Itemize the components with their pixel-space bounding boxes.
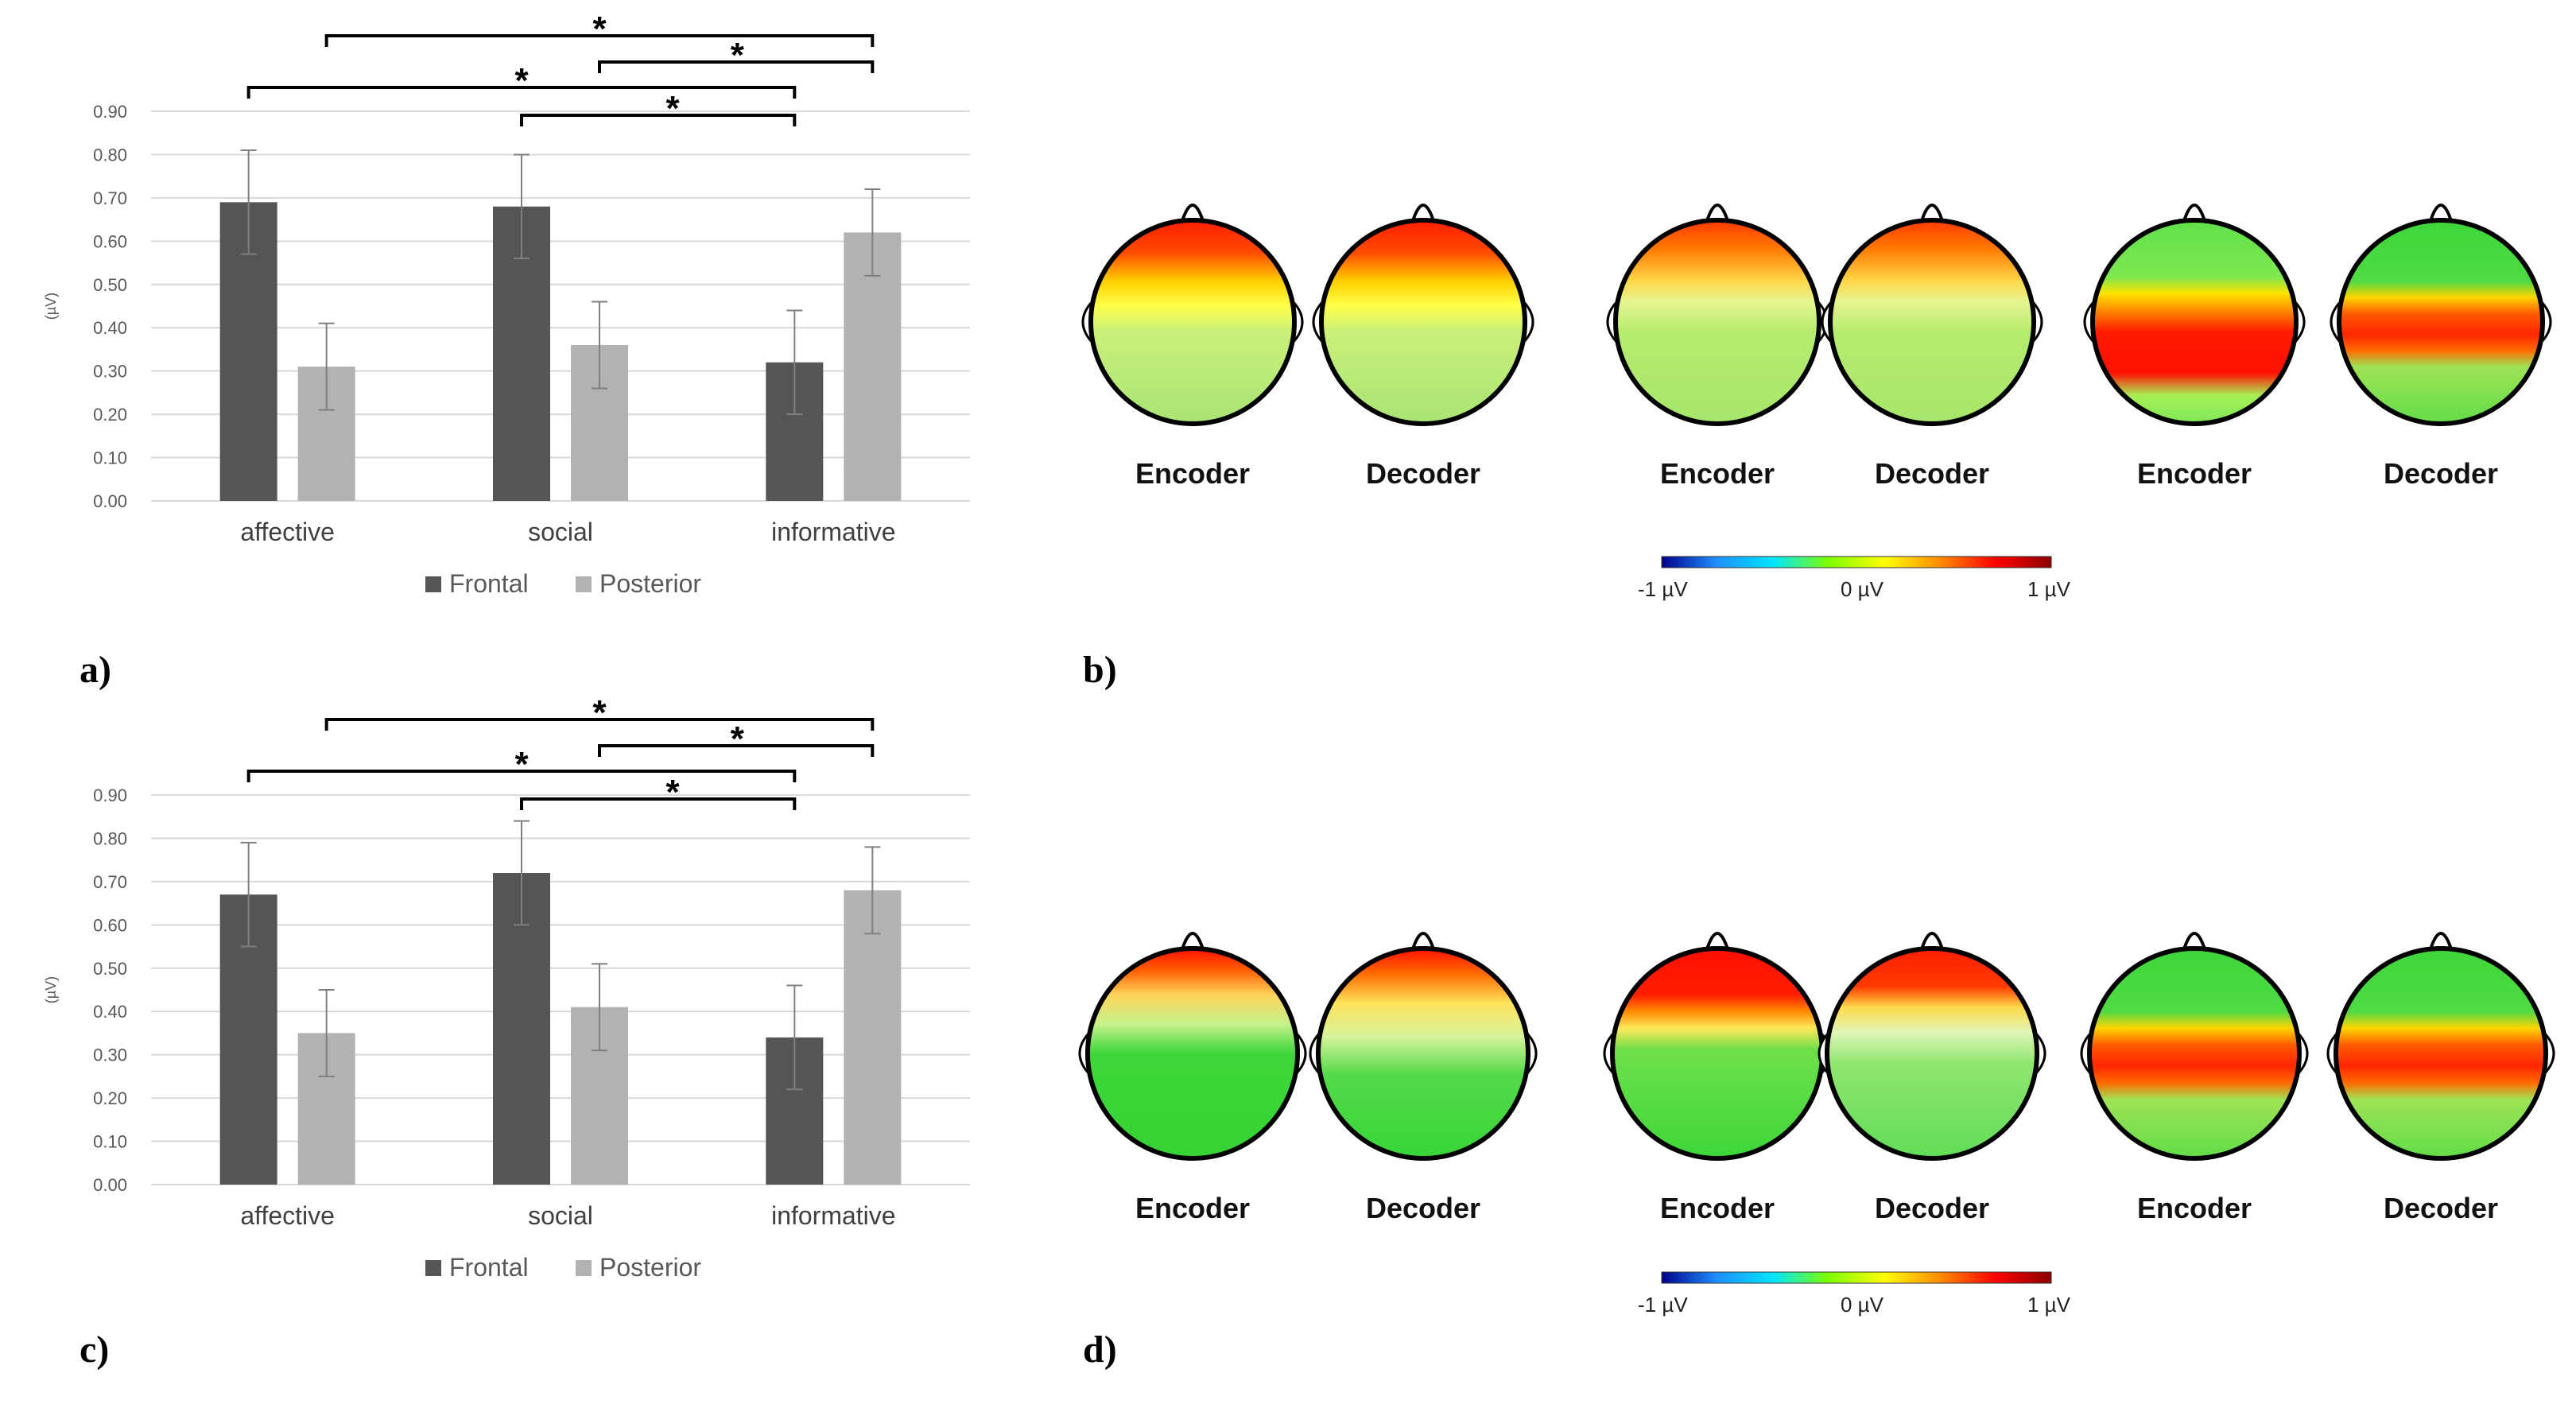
x-category-label: affective: [240, 518, 335, 546]
y-tick-label: 0.30: [93, 362, 127, 382]
bar-posterior-informative: [844, 890, 902, 1185]
y-tick-label: 0.20: [93, 405, 127, 425]
y-tick-label: 0.60: [93, 915, 127, 935]
topomap-label: Encoder: [1135, 457, 1250, 490]
bar-chart-c-svg: 0.00 0.10 0.20 0.30 0.40 0.50 0.60 0.70 0.80 0.90…: [43, 693, 970, 1282]
scalp-topomap: [2087, 946, 2302, 1161]
y-tick-label: 0.20: [93, 1088, 127, 1108]
legend-swatch-posterior: [576, 576, 592, 592]
significance-bracket: [598, 744, 875, 757]
topomap-label: Encoder: [1660, 1192, 1775, 1224]
significance-star: *: [592, 10, 607, 48]
colorbar: [1661, 556, 2052, 568]
colorbar-max-label: 1 µV: [2027, 577, 2071, 601]
y-tick-label: 0.00: [93, 491, 127, 511]
significance-star: *: [665, 89, 680, 128]
bar-chart-c: 0.00 0.10 0.20 0.30 0.40 0.50 0.60 0.70 0.80 0.90…: [0, 684, 1002, 1320]
legend-label-posterior: Posterior: [599, 1253, 701, 1282]
scalp-topomap: [2090, 218, 2299, 426]
scalp-topomap: [1828, 218, 2036, 426]
x-category-label: social: [528, 518, 593, 546]
legend-label-posterior: Posterior: [599, 569, 701, 598]
y-tick-label: 0.30: [93, 1045, 127, 1065]
colorbar-mid-label: 0 µV: [1841, 1293, 1884, 1317]
colorbar: [1661, 1271, 2052, 1284]
x-category-label: social: [528, 1201, 593, 1230]
significance-bracket: [520, 114, 797, 126]
topomap-label: Decoder: [1366, 1192, 1480, 1224]
topomap-label: Encoder: [2137, 457, 2252, 490]
scalp-topomap: [1316, 946, 1530, 1161]
x-category-label: informative: [771, 518, 896, 546]
y-tick-label: 0.40: [93, 1002, 127, 1022]
topomap-label: Encoder: [1660, 457, 1775, 490]
y-tick-label: 0.10: [93, 448, 127, 468]
x-category-label: affective: [240, 1201, 335, 1230]
legend-label-frontal: Frontal: [449, 569, 529, 598]
y-tick-label: 0.00: [93, 1175, 127, 1195]
topomap-label: Encoder: [2137, 1192, 2252, 1224]
topomap-label: Decoder: [2384, 1192, 2498, 1224]
legend-swatch-frontal: [425, 576, 441, 592]
topomap-label: Decoder: [2384, 457, 2498, 490]
topomap-label: Encoder: [1135, 1192, 1250, 1224]
significance-bracket: [598, 60, 875, 73]
significance-star: *: [731, 36, 745, 75]
significance-bracket: [246, 86, 797, 99]
topomap-panel-b-svg: Encoder Decoder Encoder Decoder Encoder Decod…: [1081, 204, 2552, 601]
panel-label-c: c): [80, 1328, 110, 1371]
significance-bracket: [324, 34, 875, 47]
y-tick-label: 0.50: [93, 275, 127, 295]
scalp-topomap: [1825, 946, 2039, 1161]
legend-label-frontal: Frontal: [449, 1253, 529, 1282]
significance-star: *: [514, 61, 529, 100]
colorbar-min-label: -1 µV: [1638, 1293, 1688, 1317]
y-tick-label: 0.70: [93, 872, 127, 892]
bar-chart-a-svg: 0.00 0.10 0.20 0.30 0.40 0.50 0.60 0.70 0.80 0.90…: [43, 10, 970, 598]
significance-bracket: [520, 797, 797, 810]
significance-bracket: [246, 770, 797, 782]
y-axis-label: (µV): [43, 293, 59, 320]
y-axis-label: (µV): [43, 976, 59, 1003]
scalp-topomap: [2337, 218, 2545, 426]
y-tick-label: 0.60: [93, 231, 127, 251]
colorbar-mid-label: 0 µV: [1841, 577, 1884, 601]
significance-star: *: [665, 773, 680, 812]
y-tick-label: 0.10: [93, 1132, 127, 1152]
topomap-label: Decoder: [1366, 457, 1480, 490]
y-tick-label: 0.80: [93, 828, 127, 848]
scalp-topomap: [1319, 218, 1527, 426]
scalp-topomap: [1088, 218, 1297, 426]
colorbar-max-label: 1 µV: [2027, 1293, 2071, 1317]
colorbar-min-label: -1 µV: [1638, 577, 1688, 601]
topomap-label: Decoder: [1875, 457, 1989, 490]
y-tick-label: 0.50: [93, 959, 127, 979]
topomap-label: Decoder: [1875, 1192, 1989, 1224]
y-tick-label: 0.80: [93, 145, 127, 165]
y-tick-label: 0.70: [93, 188, 127, 208]
scalp-topomap: [1610, 946, 1825, 1161]
significance-star: *: [514, 745, 529, 784]
significance-star: *: [592, 693, 607, 732]
y-tick-label: 0.40: [93, 318, 127, 338]
panel-label-a: a): [80, 649, 111, 691]
y-tick-label: 0.90: [93, 102, 127, 122]
bar-chart-a: 0.00 0.10 0.20 0.30 0.40 0.50 0.60 0.70 0.80 0.90…: [0, 0, 1002, 636]
topomap-panel-b: Encoder Decoder Encoder Decoder Encoder Decod…: [1026, 0, 2576, 652]
y-tick-label: 0.90: [93, 785, 127, 805]
legend-swatch-posterior: [576, 1260, 592, 1276]
panel-label-d: d): [1083, 1328, 1117, 1371]
scalp-topomap: [1085, 946, 1300, 1161]
scalp-topomap: [1613, 218, 1821, 426]
significance-bracket: [324, 718, 875, 731]
panel-label-b: b): [1083, 649, 1117, 691]
topomap-panel-d: Encoder Decoder Encoder Decoder Encoder Decod…: [1026, 843, 2576, 1352]
legend-swatch-frontal: [425, 1260, 441, 1276]
significance-star: *: [731, 720, 745, 758]
x-category-label: informative: [771, 1201, 896, 1230]
scalp-topomap: [2334, 946, 2548, 1161]
topomap-panel-d-svg: Encoder Decoder Encoder Decoder Encoder Decod…: [1078, 932, 2555, 1317]
bar-posterior-informative: [844, 232, 902, 501]
